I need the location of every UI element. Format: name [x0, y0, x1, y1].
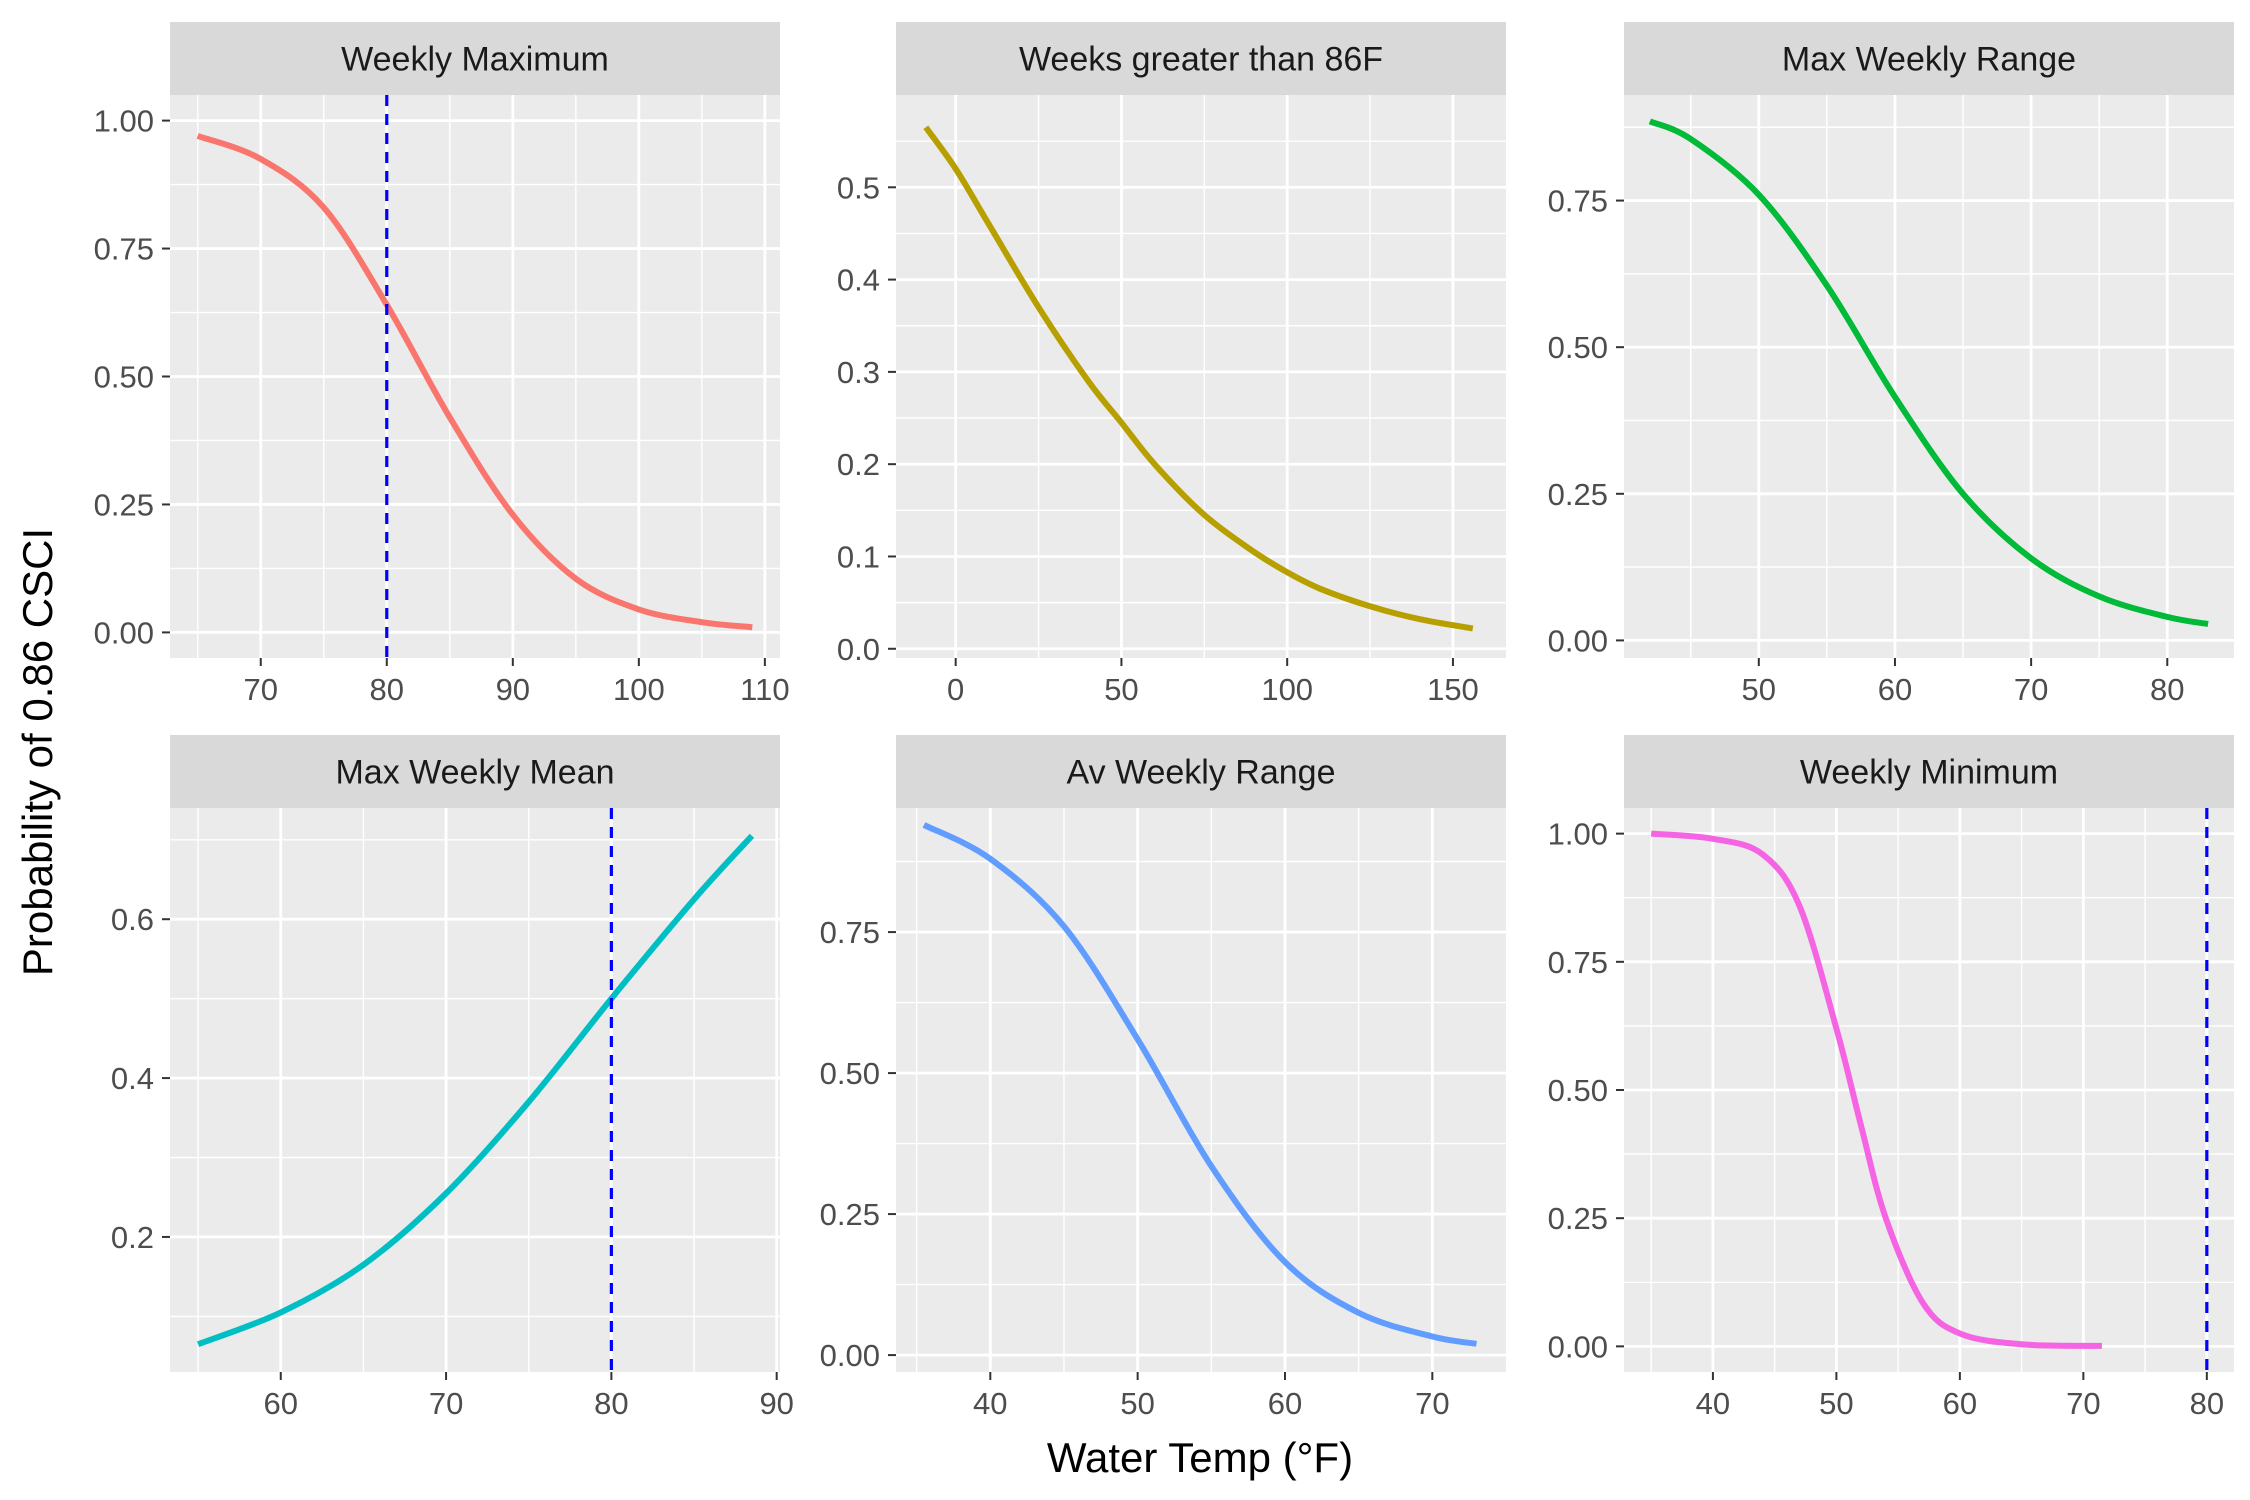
series-line — [922, 822, 1477, 1347]
x-tick-label: 70 — [1415, 1386, 1449, 1421]
panel-background — [170, 808, 780, 1372]
y-tick-label: 0.3 — [837, 355, 880, 390]
facet-title: Weeks greater than 86F — [1019, 41, 1383, 79]
x-tick-label: 50 — [1819, 1386, 1853, 1421]
x-tick-label: 90 — [496, 672, 530, 707]
y-tick-label: 0.00 — [94, 615, 154, 650]
x-tick-label: 50 — [1742, 672, 1776, 707]
facet-strip — [1624, 22, 2234, 95]
panel-background — [1624, 95, 2234, 658]
x-tick-label: 70 — [244, 672, 278, 707]
x-tick-label: 60 — [1878, 672, 1912, 707]
y-tick-label: 0.4 — [837, 263, 880, 298]
x-axis-title: Water Temp (°F) — [1047, 1434, 1353, 1481]
series-line — [197, 833, 755, 1348]
y-tick-label: 0.2 — [837, 447, 880, 482]
y-tick-label: 0.4 — [111, 1061, 154, 1096]
series-line — [1650, 830, 2102, 1349]
facet-title: Weekly Maximum — [341, 41, 609, 79]
x-tick-label: 110 — [740, 672, 789, 707]
facet-panel: Weekly Minimum 40 50 60 70 80 0.00 0.25 0.50 0.75… — [1548, 735, 2234, 1421]
y-tick-label: 0.00 — [1548, 1329, 1608, 1364]
y-tick-label: 0.2 — [111, 1220, 154, 1255]
x-tick-label: 60 — [1268, 1386, 1302, 1421]
panel-background — [896, 95, 1506, 658]
y-tick-label: 0.50 — [94, 360, 154, 395]
x-tick-label: 60 — [264, 1386, 298, 1421]
x-tick-label: 70 — [2066, 1386, 2100, 1421]
facet-strip — [170, 22, 780, 95]
y-tick-label: 0.50 — [820, 1056, 880, 1091]
y-tick-label: 0.00 — [1548, 623, 1608, 658]
x-tick-label: 90 — [759, 1386, 793, 1421]
x-tick-label: 80 — [370, 672, 404, 707]
facet-strip — [896, 22, 1506, 95]
y-tick-label: 0.75 — [1548, 945, 1608, 980]
y-tick-label: 0.0 — [837, 632, 880, 667]
y-tick-label: 0.75 — [1548, 184, 1608, 219]
y-tick-label: 0.25 — [1548, 1201, 1608, 1236]
series-line — [1648, 118, 2209, 627]
x-tick-label: 40 — [1696, 1386, 1730, 1421]
y-tick-label: 0.50 — [1548, 1073, 1608, 1108]
x-tick-label: 100 — [1261, 672, 1313, 707]
x-tick-label: 100 — [613, 672, 665, 707]
y-tick-label: 0.25 — [94, 487, 154, 522]
y-tick-label: 0.25 — [1548, 477, 1608, 512]
y-tick-label: 0.1 — [837, 539, 880, 574]
x-tick-label: 70 — [429, 1386, 463, 1421]
y-tick-label: 0.75 — [820, 915, 880, 950]
facet-title: Weekly Minimum — [1800, 754, 2058, 792]
y-tick-label: 0.75 — [94, 232, 154, 267]
x-tick-label: 0 — [947, 672, 964, 707]
panel-background — [896, 808, 1506, 1372]
series-line — [923, 125, 1474, 632]
x-tick-label: 60 — [1943, 1386, 1977, 1421]
facet-title: Av Weekly Range — [1067, 754, 1336, 792]
x-tick-label: 150 — [1427, 672, 1479, 707]
facet-title: Max Weekly Range — [1782, 41, 2076, 79]
x-tick-label: 80 — [2190, 1386, 2224, 1421]
facet-panel: Max Weekly Mean 60 70 80 90 0.2 0.4 0.6 — [111, 735, 794, 1421]
y-axis-title: Probability of 0.86 CSCI — [14, 528, 61, 976]
x-tick-label: 80 — [2150, 672, 2184, 707]
x-tick-label: 70 — [2014, 672, 2048, 707]
x-tick-label: 50 — [1104, 672, 1138, 707]
x-tick-label: 80 — [594, 1386, 628, 1421]
x-tick-label: 40 — [973, 1386, 1007, 1421]
y-tick-label: 0.5 — [837, 170, 880, 205]
facet-panel: Max Weekly Range 50 60 70 80 0.00 0.25 0.50 0.75 — [1548, 22, 2234, 707]
facet-strip — [170, 735, 780, 808]
facet-title: Max Weekly Mean — [335, 754, 614, 792]
facet-panel: Weeks greater than 86F 0 50 100 150 0.0 0.1 0.2… — [837, 22, 1506, 707]
x-tick-label: 50 — [1120, 1386, 1154, 1421]
series-line — [196, 133, 753, 631]
facet-strip — [1624, 735, 2234, 808]
y-tick-label: 1.00 — [1548, 817, 1608, 852]
y-tick-label: 1.00 — [94, 104, 154, 139]
y-tick-label: 0.50 — [1548, 330, 1608, 365]
y-tick-label: 0.25 — [820, 1197, 880, 1232]
facet-panel: Weekly Maximum 70 80 90 100 110 0.00 0.25 0.50 0.… — [94, 22, 790, 707]
y-tick-label: 0.6 — [111, 902, 154, 937]
facet-panel: Av Weekly Range 40 50 60 70 0.00 0.25 0.50 0.75 — [820, 735, 1506, 1421]
facet-strip — [896, 735, 1506, 808]
y-tick-label: 0.00 — [820, 1338, 880, 1373]
